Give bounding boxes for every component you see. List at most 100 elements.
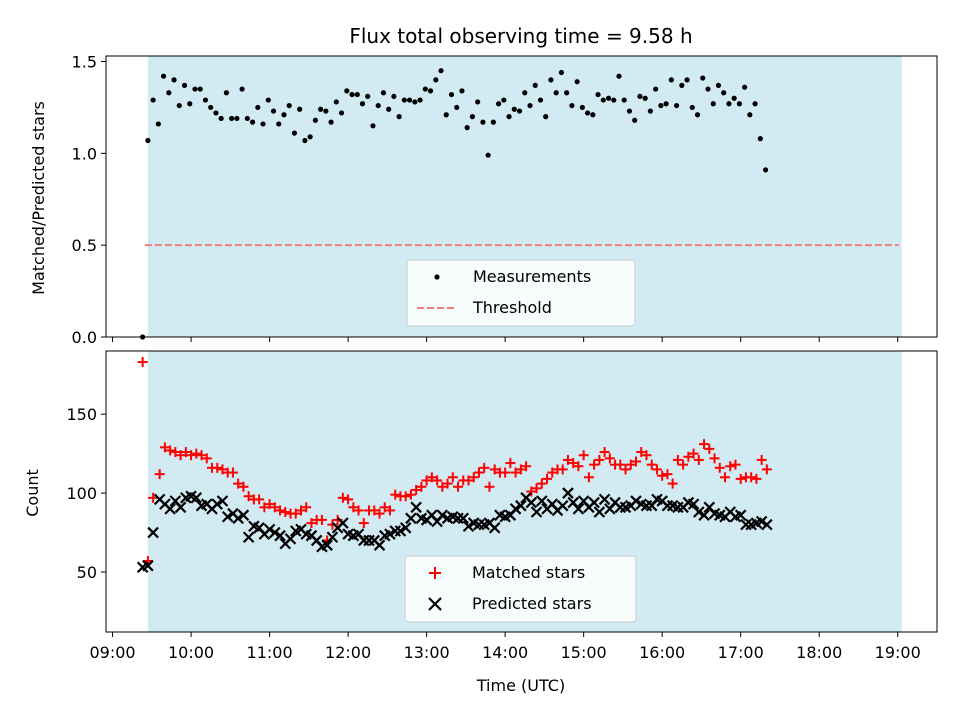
measurement-point-54 [422,86,428,92]
matched-point-97 [646,459,657,470]
matched-point-106 [693,454,704,465]
predicted-point-52 [410,501,422,514]
matched-point-53 [416,481,427,492]
matched-point-74 [526,486,537,497]
measurement-point-6 [171,77,177,83]
matched-point-34 [316,514,327,525]
matched-point-69 [500,467,511,478]
matched-point-72 [515,464,526,475]
measurement-point-107 [700,75,706,81]
bottom-ytick-label-2: 150 [66,405,97,424]
top-legend-box [406,259,636,327]
measurement-point-116 [747,112,753,118]
matched-point-17 [227,467,238,478]
xtick-label-10: 19:00 [875,643,921,662]
predicted-point-19 [237,509,250,521]
predicted-point-2 [147,526,159,539]
matched-stars-series [137,357,772,566]
measurement-point-34 [318,106,324,112]
matched-point-117 [751,473,762,484]
matched-point-47 [384,505,395,516]
measurement-point-92 [621,97,627,103]
measurement-point-93 [626,108,633,114]
predicted-point-105 [687,498,700,510]
measurement-point-102 [673,102,680,109]
matched-point-80 [557,464,568,475]
measurement-point-21 [249,119,256,125]
matched-point-44 [369,505,380,516]
measurement-point-77 [543,114,549,120]
measurement-point-91 [616,73,622,79]
matched-point-107 [699,439,710,450]
measurement-point-47 [386,106,392,112]
predicted-point-118 [755,515,768,528]
measurement-point-35 [323,108,329,114]
matched-point-113 [730,459,741,470]
measurement-point-72 [516,108,523,114]
matched-point-46 [379,502,390,513]
legend-label-matched: Matched stars [472,563,585,582]
measurement-point-84 [579,104,585,111]
predicted-point-26 [274,529,286,542]
matched-point-4 [159,442,170,453]
matched-point-6 [170,447,181,458]
matched-point-98 [651,464,662,475]
matched-point-105 [688,448,699,459]
matched-point-5 [165,445,176,456]
predicted-stars-series [136,487,773,574]
measurement-point-13 [208,104,214,111]
bottom-plot-frame [105,350,938,633]
xtick-label-6: 15:00 [561,643,607,662]
measurement-point-53 [417,97,423,103]
matched-point-7 [175,450,186,461]
measurement-point-1 [145,137,151,144]
measurement-point-61 [459,88,465,94]
measurement-point-39 [344,88,350,94]
measurement-point-71 [511,106,517,112]
predicted-point-106 [693,506,705,518]
matched-point-104 [683,451,694,462]
measurement-point-89 [605,95,612,101]
matched-point-9 [186,450,197,461]
matched-point-11 [196,450,207,461]
measurement-point-87 [595,91,601,98]
matched-point-26 [275,505,286,516]
predicted-point-1 [142,559,154,572]
predicted-point-74 [525,496,538,509]
measurement-point-79 [553,90,559,96]
bottom-ytick-label-1: 100 [66,484,97,503]
measurement-point-105 [689,104,695,111]
predicted-point-107 [698,509,710,521]
matched-point-41 [353,505,364,516]
matched-point-109 [709,453,720,464]
x-axis-label: Time (UTC) [476,676,565,695]
matched-point-18 [233,478,244,489]
measurement-point-111 [721,90,727,96]
bottom-axes: 50 100 150 09:00 10:00 11:00 12:00 13:00 14:00 15… [66,350,938,662]
measurement-point-118 [757,136,763,142]
matched-point-29 [290,508,301,519]
measurement-point-17 [229,115,235,122]
matched-point-40 [348,502,359,513]
measurement-point-62 [464,125,470,131]
matched-point-92 [620,464,631,475]
predicted-point-81 [562,487,574,499]
predicted-point-119 [761,518,773,531]
measurement-point-115 [742,84,748,90]
measurement-point-43 [365,93,371,100]
matched-point-93 [625,459,636,470]
measurement-point-60 [454,104,460,111]
predicted-point-51 [405,512,417,525]
measurement-point-68 [495,101,502,107]
measurement-point-110 [715,82,722,88]
measurement-point-85 [584,110,591,116]
matched-point-31 [301,502,312,513]
xtick-label-8: 17:00 [718,643,764,662]
measurement-point-55 [427,88,434,94]
bottom-ytick-label-0: 50 [77,563,97,582]
measurement-point-100 [663,101,669,107]
xtick-label-3: 12:00 [325,643,371,662]
measurement-point-119 [762,167,769,173]
predicted-point-28 [284,533,297,545]
measurement-point-58 [443,112,449,118]
